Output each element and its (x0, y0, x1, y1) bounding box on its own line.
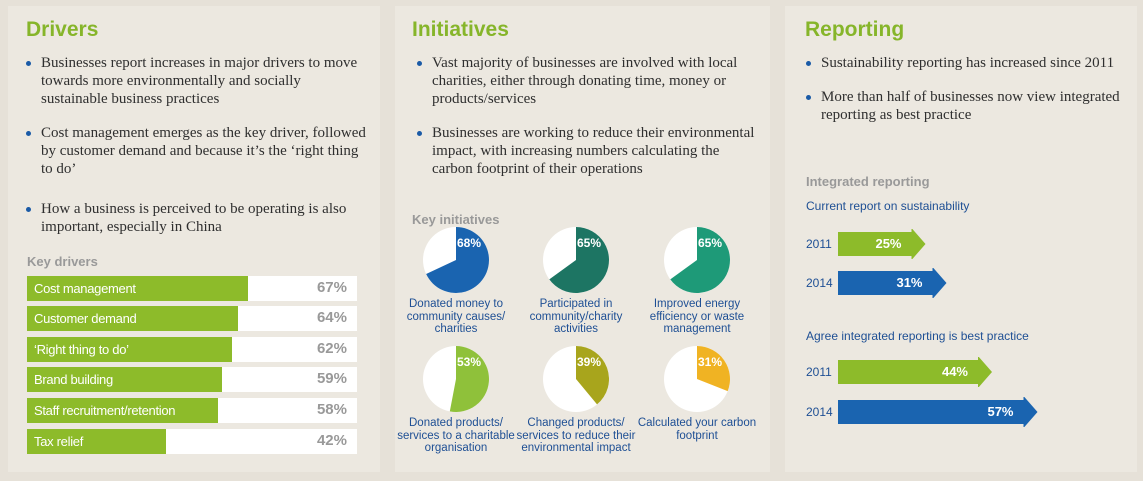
initiative-pie: 65% Improved energy efficiency or waste m… (637, 226, 757, 336)
pie-label: Donated money to community causes/ chari… (406, 298, 506, 335)
group-title: Current report on sustainability (806, 199, 970, 213)
bullet: Businesses are working to reduce their e… (417, 124, 762, 178)
bullet: More than half of businesses now view in… (806, 88, 1126, 124)
arrow-value: 57% (987, 404, 1014, 419)
year-label: 2011 (806, 237, 832, 251)
year-label: 2014 (806, 405, 833, 419)
arrow-shape (838, 397, 1038, 427)
driver-bar-row: Brand building 59% (27, 367, 357, 392)
reporting-arrow: 31% (838, 268, 947, 298)
key-initiatives-title: Key initiatives (412, 212, 500, 227)
driver-bar-row: Cost management 67% (27, 276, 357, 301)
driver-value: 67% (316, 279, 347, 296)
reporting-bullets: Sustainability reporting has increased s… (806, 54, 1126, 124)
group-title: Agree integrated reporting is best pract… (806, 329, 1029, 343)
arrow-shape (838, 268, 947, 298)
initiatives-bullets: Vast majority of businesses are involved… (417, 54, 762, 178)
driver-bar-row: Tax relief 42% (27, 429, 357, 454)
driver-label: Cost management (34, 281, 136, 296)
pie-value: 65% (577, 236, 601, 250)
driver-bar-row: Staff recruitment/retention 58% (27, 398, 357, 423)
reporting-title: Reporting (805, 18, 905, 41)
bullet: Sustainability reporting has increased s… (806, 54, 1126, 72)
arrow-shape (838, 229, 926, 259)
pie-label: Changed products/ services to reduce the… (516, 417, 636, 454)
bullet: Businesses report increases in major dri… (26, 54, 371, 108)
integrated-reporting-title: Integrated reporting (806, 174, 930, 189)
pie-value: 53% (457, 355, 481, 369)
driver-bar-fill (27, 429, 166, 454)
arrow-shape (838, 357, 992, 387)
driver-bar-fill (27, 337, 232, 362)
driver-value: 59% (316, 370, 347, 387)
driver-bar-fill (27, 276, 249, 301)
driver-value: 58% (316, 401, 347, 418)
driver-bar-fill (27, 398, 219, 423)
initiative-pie: 53% Donated products/ services to a chari… (396, 345, 516, 455)
bullet: How a business is perceived to be operat… (26, 200, 371, 236)
pie-slice (670, 227, 730, 293)
initiative-pie: 68% Donated money to community causes/ ch… (396, 226, 516, 336)
pie-label: Participated in community/charity activi… (529, 298, 623, 335)
pie-value: 31% (698, 355, 722, 369)
driver-value: 64% (316, 309, 347, 326)
driver-label: Customer demand (34, 311, 137, 326)
year-label: 2011 (806, 365, 832, 379)
drivers-title: Drivers (26, 18, 99, 41)
pie-label: Calculated your carbon footprint (637, 417, 757, 442)
reporting-arrow: 57% (838, 397, 1038, 427)
driver-label: Tax relief (34, 434, 84, 449)
drivers-panel (8, 6, 380, 472)
pie-slice (576, 346, 609, 405)
driver-bar-fill (27, 306, 239, 331)
driver-bar-fill (27, 367, 222, 392)
reporting-arrow: 25% (838, 229, 926, 259)
pie-value: 68% (457, 236, 481, 250)
pie-slice (449, 346, 489, 412)
pie-slice (426, 227, 489, 293)
driver-value: 42% (316, 432, 347, 449)
pie-value: 65% (698, 236, 722, 250)
pie-slice (549, 227, 609, 293)
pie-value: 39% (577, 355, 601, 369)
driver-bar-row: Customer demand 64% (27, 306, 357, 331)
initiatives-title: Initiatives (412, 18, 509, 41)
driver-bar-row: ‘Right thing to do’ 62% (27, 337, 357, 362)
driver-value: 62% (316, 340, 347, 357)
arrow-value: 25% (875, 236, 902, 251)
driver-label: ‘Right thing to do’ (34, 342, 129, 357)
pie-slice (697, 346, 730, 392)
arrow-value: 31% (896, 275, 923, 290)
pie-label: Improved energy efficiency or waste mana… (649, 298, 745, 335)
drivers-bullets: Businesses report increases in major dri… (26, 54, 371, 236)
initiative-pie: 39% Changed products/ services to reduce … (516, 345, 636, 455)
arrow-value: 44% (941, 364, 968, 379)
year-label: 2014 (806, 276, 833, 290)
initiative-pie: 65% Participated in community/charity act… (516, 226, 636, 336)
bullet: Vast majority of businesses are involved… (417, 54, 762, 108)
key-drivers-title: Key drivers (27, 254, 98, 269)
driver-label: Staff recruitment/retention (34, 403, 176, 418)
reporting-arrow: 44% (838, 357, 992, 387)
initiative-pie: 31% Calculated your carbon footprint (637, 345, 757, 442)
pie-label: Donated products/ services to a charitab… (397, 417, 515, 454)
driver-label: Brand building (34, 372, 113, 387)
bullet: Cost management emerges as the key drive… (26, 124, 371, 178)
